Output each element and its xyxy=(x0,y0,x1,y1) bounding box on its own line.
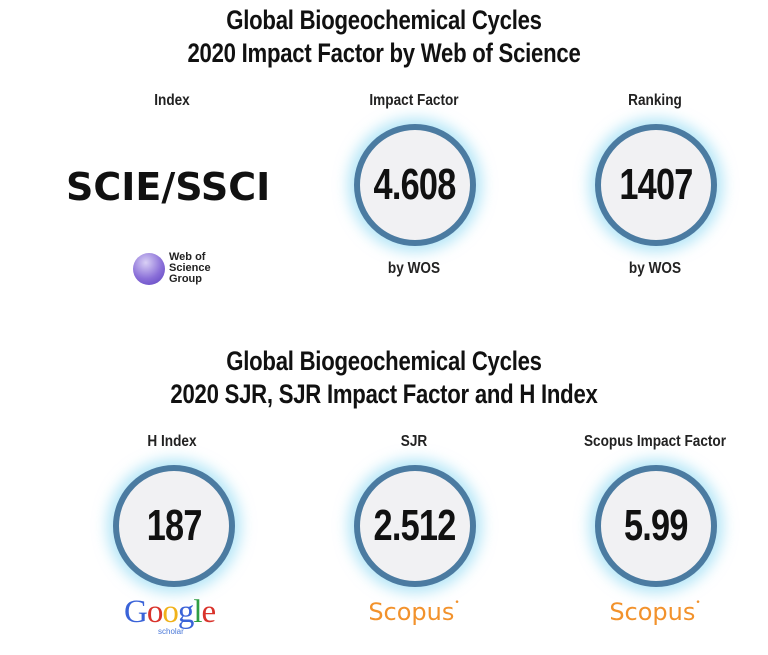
wos-logo-line1: Web of xyxy=(169,251,206,263)
impact-factor-value: 4.608 xyxy=(373,160,457,209)
wos-orb-icon xyxy=(133,252,165,285)
impact-factor-label: Impact Factor xyxy=(369,92,459,109)
sjr-label: SJR xyxy=(400,433,428,450)
section1-title-line1: Global Biogeochemical Cycles xyxy=(226,5,542,35)
ranking-sub: by WOS xyxy=(628,260,682,277)
wos-logo-line2: Science xyxy=(169,262,211,274)
index-value: SCIE/SSCI xyxy=(66,165,271,209)
scopus-if-value: 5.99 xyxy=(624,501,688,550)
section1-title-line2: 2020 Impact Factor by Web of Science xyxy=(187,38,581,68)
scopus-logo-if: Scopus• xyxy=(609,598,701,626)
wos-logo-line3: Group xyxy=(169,273,202,285)
section2-title-line1: Global Biogeochemical Cycles xyxy=(226,346,542,376)
ranking-value: 1407 xyxy=(619,160,693,209)
section2-title-line2: 2020 SJR, SJR Impact Factor and H Index xyxy=(170,379,598,409)
web-of-science-logo: Web of Science Group xyxy=(133,252,211,285)
sjr-circle: 2.512 xyxy=(354,465,476,587)
ranking-label: Ranking xyxy=(628,92,682,109)
impact-factor-sub: by WOS xyxy=(387,260,441,277)
h-index-value: 187 xyxy=(146,501,203,550)
index-label: Index xyxy=(154,92,190,109)
scopus-logo-sjr: Scopus• xyxy=(368,598,460,626)
google-scholar-sub: scholar xyxy=(158,627,184,636)
google-scholar-logo: Google xyxy=(124,594,216,630)
impact-factor-circle: 4.608 xyxy=(354,124,476,246)
sjr-value: 2.512 xyxy=(373,501,457,550)
scopus-if-label: Scopus Impact Factor xyxy=(583,433,727,450)
h-index-label: H Index xyxy=(147,433,197,450)
h-index-circle: 187 xyxy=(113,465,235,587)
ranking-circle: 1407 xyxy=(595,124,717,246)
scopus-if-circle: 5.99 xyxy=(595,465,717,587)
